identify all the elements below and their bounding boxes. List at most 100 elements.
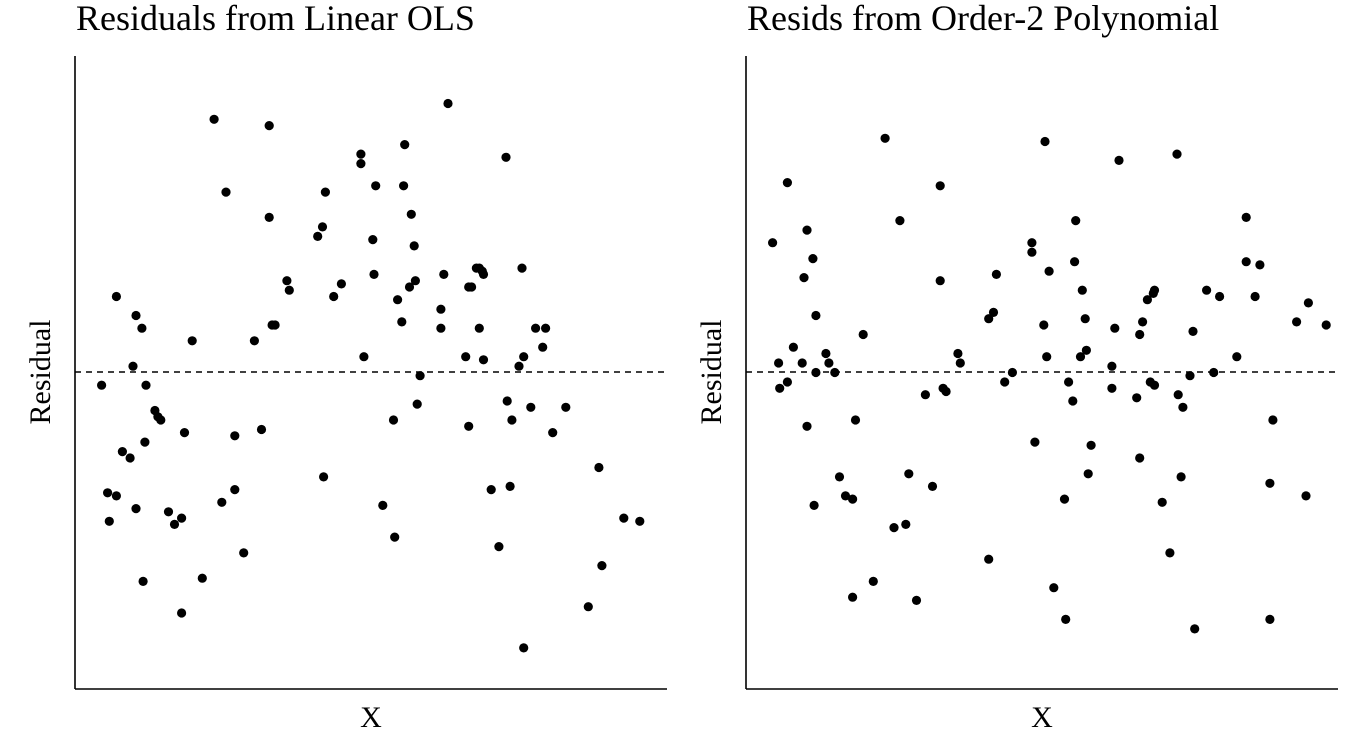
left-residual-point-92 (619, 513, 629, 523)
left-residual-point-54 (397, 317, 407, 327)
right-residual-point-59 (1077, 285, 1087, 295)
left-y-axis-label: Residual (24, 320, 57, 425)
left-x-axis-label: X (360, 701, 382, 734)
right-residual-point-70 (1135, 329, 1145, 340)
left-residual-point-13 (141, 380, 151, 390)
left-residual-point-91 (597, 561, 607, 571)
left-residual-point-29 (239, 548, 249, 558)
right-residual-point-65 (1107, 383, 1117, 393)
left-residual-point-68 (464, 421, 474, 431)
left-residual-point-85 (531, 323, 541, 333)
right-y-axis-label: Residual (695, 320, 728, 425)
right-residual-point-92 (1255, 260, 1265, 270)
right-residual-point-56 (1070, 257, 1080, 267)
left-residual-point-53 (393, 295, 403, 305)
right-residual-point-14 (821, 348, 831, 359)
right-residual-point-81 (1176, 472, 1186, 482)
right-residual-point-25 (895, 216, 905, 226)
left-residual-point-62 (415, 371, 425, 381)
right-residual-point-43 (1007, 367, 1018, 378)
left-points-group (97, 98, 645, 653)
right-residual-point-66 (1110, 323, 1120, 333)
left-residual-point-8 (131, 310, 141, 321)
left-residual-point-20 (177, 513, 187, 523)
left-residual-point-41 (320, 187, 330, 197)
left-residual-point-75 (478, 355, 489, 365)
left-residual-point-95 (526, 402, 536, 412)
left-residual-point-60 (410, 276, 420, 286)
left-residual-point-80 (505, 481, 515, 491)
left-residual-point-45 (356, 149, 366, 159)
right-residual-point-45 (1027, 247, 1037, 257)
right-residual-point-36 (953, 348, 963, 359)
left-residual-point-0 (97, 380, 107, 390)
right-panel: Resids from Order-2 Polynomial X Residua… (695, 0, 1338, 734)
right-points-group (768, 133, 1331, 634)
left-residual-point-1 (103, 488, 113, 498)
right-residual-point-51 (1049, 583, 1059, 593)
left-residual-point-97 (474, 263, 484, 273)
right-residual-point-4 (782, 178, 793, 188)
left-panel: Residuals from Linear OLS X Residual (24, 0, 667, 734)
left-residual-point-58 (406, 209, 416, 219)
left-residual-point-67 (461, 352, 471, 362)
right-residual-point-17 (834, 472, 845, 482)
left-residual-point-30 (249, 336, 259, 346)
right-residual-point-52 (1059, 494, 1070, 504)
left-residual-point-28 (230, 431, 240, 441)
left-residual-point-77 (494, 542, 504, 552)
left-residual-point-24 (209, 114, 219, 124)
right-residual-point-37 (955, 358, 965, 368)
left-residual-point-9 (131, 504, 141, 514)
left-residual-point-39 (317, 222, 328, 232)
right-residual-point-88 (1215, 291, 1225, 302)
left-residual-point-78 (501, 152, 511, 162)
right-residual-point-95 (1268, 415, 1278, 425)
right-residual-point-41 (991, 269, 1002, 279)
left-residual-point-44 (356, 159, 366, 169)
right-residual-point-49 (1042, 352, 1052, 362)
right-residual-point-26 (889, 523, 899, 533)
left-residual-point-89 (583, 602, 593, 612)
left-residual-point-16 (156, 415, 166, 425)
right-residual-point-8 (802, 225, 812, 235)
right-residual-point-15 (824, 358, 834, 368)
right-residual-point-75 (1149, 285, 1160, 295)
left-residual-point-84 (519, 352, 529, 362)
right-residual-point-71 (1138, 317, 1148, 327)
right-chart-title: Resids from Order-2 Polynomial (747, 0, 1219, 38)
right-residual-point-7 (799, 273, 809, 283)
left-residual-point-65 (439, 269, 449, 279)
right-residual-point-97 (1301, 491, 1311, 501)
left-residual-point-70 (467, 282, 477, 292)
right-residual-point-61 (1081, 345, 1091, 355)
left-residual-point-12 (140, 437, 150, 447)
right-residual-point-32 (935, 181, 945, 191)
right-residual-point-63 (1086, 440, 1096, 450)
right-residual-point-20 (848, 494, 858, 504)
left-residual-point-88 (561, 402, 571, 412)
right-residual-point-76 (1149, 380, 1160, 390)
right-x-axis-label: X (1031, 701, 1053, 734)
right-residual-point-47 (1039, 320, 1049, 330)
left-residual-point-63 (436, 323, 446, 333)
left-residual-point-43 (336, 279, 346, 289)
right-residual-point-93 (1265, 478, 1275, 488)
right-residual-point-83 (1185, 371, 1195, 381)
left-residual-point-18 (169, 519, 180, 530)
left-residual-point-50 (378, 500, 388, 510)
left-residual-point-48 (369, 269, 379, 279)
right-residual-point-53 (1061, 614, 1071, 625)
left-residual-point-32 (264, 121, 274, 131)
right-residual-point-42 (1000, 377, 1010, 387)
right-residual-point-3 (782, 377, 793, 387)
right-residual-point-48 (1040, 136, 1050, 147)
left-residual-point-57 (404, 282, 415, 292)
right-residual-point-55 (1068, 396, 1078, 406)
left-residual-point-72 (474, 323, 484, 333)
left-residual-point-90 (594, 462, 604, 473)
left-residual-point-83 (517, 263, 527, 273)
right-residual-point-21 (850, 415, 861, 425)
right-residual-point-62 (1083, 469, 1093, 479)
right-residual-point-24 (880, 133, 890, 143)
